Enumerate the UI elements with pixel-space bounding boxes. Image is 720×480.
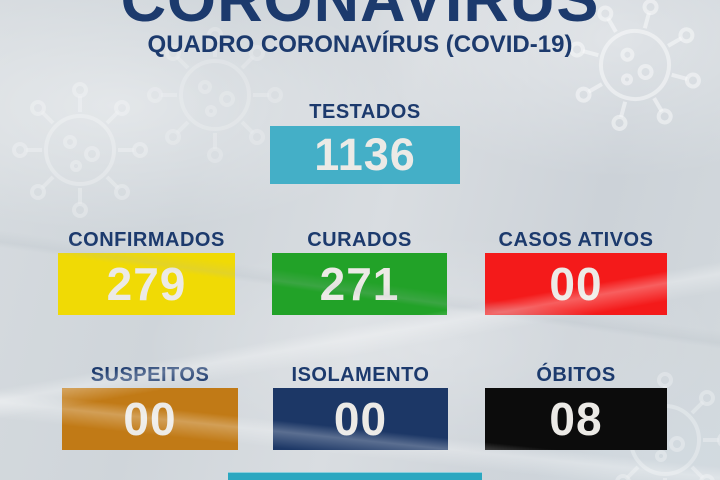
curados-value: 271	[319, 258, 400, 310]
curados-label: CURADOS	[307, 229, 412, 251]
page-title: CORONAVÍRUS	[120, 0, 600, 35]
casos-ativos-label: CASOS ATIVOS	[498, 229, 654, 251]
virus-watermark-icon	[12, 82, 148, 218]
suspeitos-value-box: 00	[62, 388, 238, 450]
confirmados-value: 279	[106, 258, 187, 310]
suspeitos-label: SUSPEITOS	[90, 364, 210, 386]
casos-ativos-value-box: 00	[485, 253, 667, 315]
testados-label: TESTADOS	[309, 101, 421, 123]
casos-ativos-value: 00	[549, 258, 603, 310]
isolamento-value-box: 00	[273, 388, 448, 450]
obitos-value: 08	[549, 393, 603, 445]
footer-bar	[228, 472, 482, 480]
confirmados-label: CONFIRMADOS	[68, 229, 225, 251]
testados-value: 1136	[314, 129, 416, 180]
obitos-label: ÓBITOS	[536, 364, 616, 386]
curados-value-box: 271	[272, 253, 447, 315]
testados-value-box: 1136	[270, 126, 460, 184]
confirmados-value-box: 279	[58, 253, 235, 315]
isolamento-value: 00	[333, 393, 388, 445]
isolamento-label: ISOLAMENTO	[291, 364, 430, 386]
obitos-value-box: 08	[485, 388, 667, 450]
suspeitos-value: 00	[123, 393, 177, 445]
page-subtitle: QUADRO CORONAVÍRUS (COVID-19)	[147, 31, 573, 58]
